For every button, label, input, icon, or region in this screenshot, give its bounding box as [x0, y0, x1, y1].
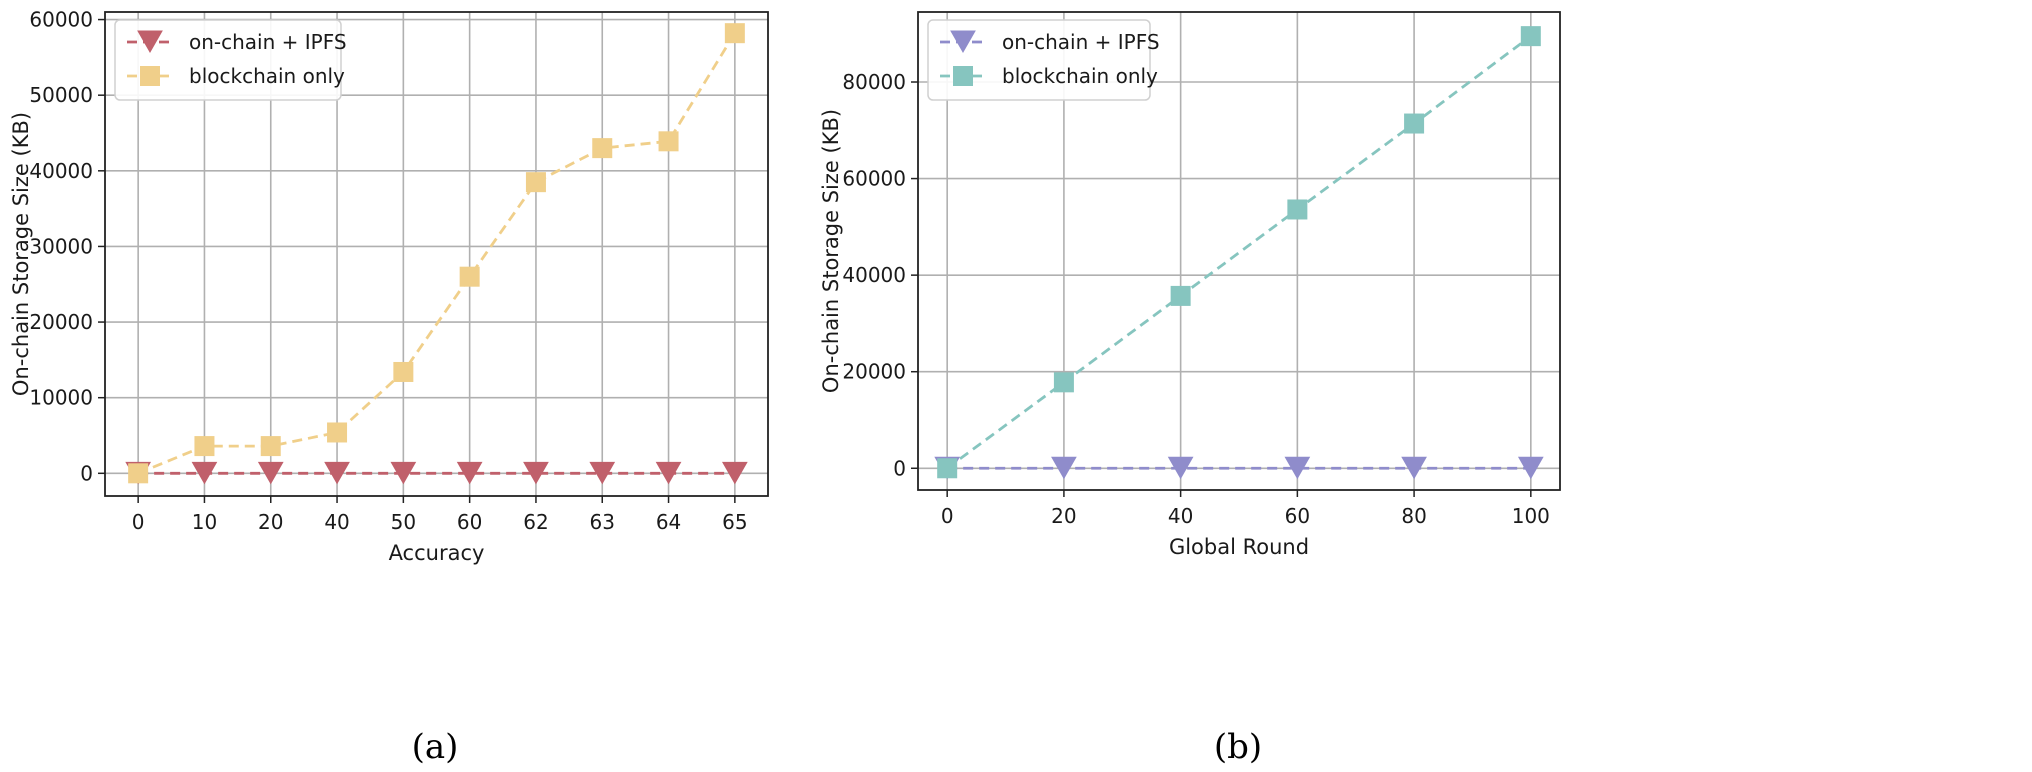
y-tick-label: 30000: [29, 234, 93, 258]
data-point: [937, 458, 958, 479]
data-point: [191, 461, 218, 485]
series-line: [946, 35, 1532, 470]
y-tick-label: 40000: [29, 159, 93, 183]
data-point: [324, 461, 350, 485]
legend-label: on-chain + IPFS: [1002, 30, 1160, 54]
y-axis-label: On-chain Storage Size (KB): [819, 109, 843, 393]
x-tick-label: 64: [656, 510, 681, 534]
data-point: [1284, 456, 1311, 480]
legend-label: blockchain only: [189, 64, 345, 88]
legend: on-chain + IPFS blockchain only: [114, 19, 347, 101]
data-point: [1401, 456, 1427, 480]
x-tick-label: 100: [1512, 504, 1550, 528]
y-tick-label: 60000: [29, 8, 93, 32]
data-point: [589, 461, 616, 485]
x-tick-label: 65: [722, 510, 747, 534]
plot-frame: [104, 11, 769, 497]
plot-frame: [917, 11, 1561, 491]
legend-label: on-chain + IPFS: [189, 30, 347, 54]
x-tick-label: 50: [391, 510, 416, 534]
data-point: [390, 461, 417, 485]
data-point: [1404, 113, 1425, 134]
legend-box: [114, 19, 342, 101]
y-tick-label: 10000: [29, 386, 93, 410]
y-axis-label: On-chain Storage Size (KB): [9, 112, 33, 396]
x-axis-label: Global Round: [1169, 535, 1309, 559]
x-tick-label: 80: [1401, 504, 1426, 528]
x-tick-label: 63: [590, 510, 615, 534]
y-tick-label: 20000: [29, 310, 93, 334]
legend: on-chain + IPFS blockchain only: [927, 19, 1160, 101]
legend-box: [927, 19, 1151, 101]
y-tick-label: 20000: [842, 360, 906, 384]
legend-marker: [953, 66, 973, 86]
x-tick-label: 20: [258, 510, 283, 534]
data-point: [1167, 456, 1194, 480]
x-tick-label: 40: [324, 510, 349, 534]
data-point: [1517, 456, 1544, 480]
x-tick-label: 60: [1285, 504, 1310, 528]
data-point: [459, 266, 480, 287]
legend-marker: [950, 30, 976, 54]
series-0: [125, 461, 748, 485]
x-tick-label: 0: [941, 504, 954, 528]
x-tick-label: 62: [523, 510, 548, 534]
data-point: [257, 461, 284, 485]
y-tick-label: 0: [893, 456, 906, 480]
x-tick-label: 60: [457, 510, 482, 534]
x-tick-label: 20: [1051, 504, 1076, 528]
data-point: [525, 172, 546, 193]
panel-caption-a: (a): [412, 727, 459, 767]
y-tick-label: 80000: [842, 70, 906, 94]
data-point: [194, 436, 215, 457]
data-point: [724, 23, 745, 44]
y-tick-label: 40000: [842, 263, 906, 287]
chart-panel-a: 0 10 20 40 50 60 62 63 64 65 0 10000 20000 30000 40000…: [9, 8, 769, 565]
data-point: [592, 138, 613, 159]
legend-label: blockchain only: [1002, 64, 1158, 88]
series-line: [137, 32, 737, 475]
data-point: [393, 361, 414, 382]
data-point: [456, 461, 483, 485]
data-point: [260, 436, 281, 457]
y-tick-label: 0: [80, 461, 93, 485]
panel-caption-b: (b): [1214, 727, 1262, 767]
data-point: [658, 131, 679, 152]
data-point: [327, 422, 348, 443]
series-1: [128, 23, 745, 484]
chart-panel-b: 0 20 40 60 80 100 0 20000 40000 60000 80000 Global …: [819, 11, 1561, 559]
legend-marker: [137, 30, 163, 54]
x-axis-label: Accuracy: [389, 541, 485, 565]
legend-marker: [140, 66, 160, 86]
x-tick-label: 10: [192, 510, 217, 534]
data-point: [1287, 199, 1308, 220]
data-point: [1520, 26, 1541, 47]
data-point: [1170, 285, 1191, 306]
data-point: [1051, 456, 1077, 480]
data-point: [523, 461, 549, 485]
data-point: [721, 461, 748, 485]
x-tick-label: 0: [132, 510, 145, 534]
data-point: [128, 463, 149, 484]
y-tick-label: 50000: [29, 83, 93, 107]
data-point: [1053, 372, 1074, 393]
data-point: [655, 461, 682, 485]
series-1: [937, 26, 1541, 479]
x-tick-label: 40: [1168, 504, 1193, 528]
y-tick-label: 60000: [842, 167, 906, 191]
